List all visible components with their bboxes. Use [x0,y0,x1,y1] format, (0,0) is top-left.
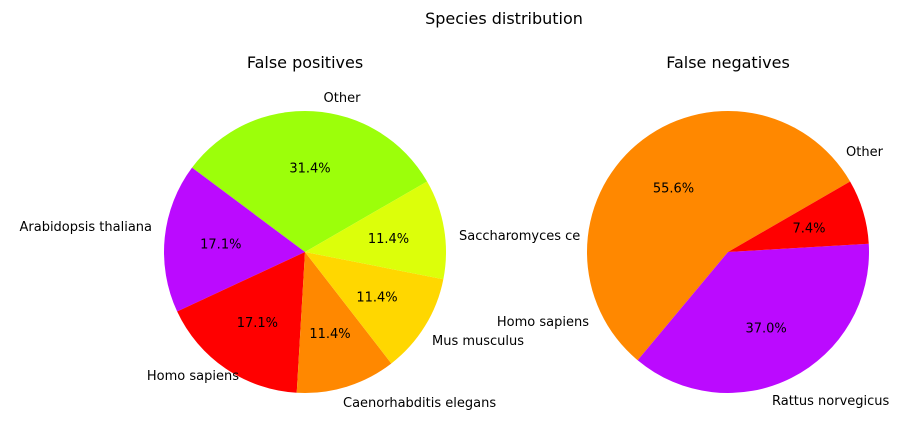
slice-label-other: Other [324,91,362,106]
slice-label-rattus-norvegicus: Rattus norvegicus [772,394,890,409]
slice-label-other: Other [846,145,884,160]
pct-label-mus-musculus: 11.4% [356,290,397,305]
slice-label-homo-sapiens: Homo sapiens [497,315,589,330]
pct-label-rattus-norvegicus: 7.4% [792,222,825,237]
slice-label-mus-musculus: Mus musculus [432,334,524,349]
pie-chart-false-negatives: False negatives 55.6% Other 37.0% Homo sapi… [497,53,890,409]
pie-slice-homo-sapiens [637,243,870,393]
pie-chart-false-positives: False positives 31.4% Other 17.1% Arabidops… [19,53,580,411]
pie-slice-caenorhabditis-elegans [296,252,392,394]
pct-label-other: 55.6% [653,181,694,196]
pie-slice-mus-musculus [305,252,444,364]
pct-label-other: 31.4% [289,162,330,177]
pie-false-negatives-slices: 55.6% Other 37.0% Homo sapiens 7.4% Rattus no… [497,110,890,409]
pct-label-homo-sapiens: 37.0% [745,322,786,337]
pie-false-positives-slices: 31.4% Other 17.1% Arabidopsis thaliana 17.1%… [19,91,580,411]
figure-title: Species distribution [425,9,583,28]
slice-label-saccharomyces-ce: Saccharomyces ce [459,229,580,244]
pie-slice-other [586,110,851,361]
chart-title-false-negatives: False negatives [666,53,790,72]
slice-label-homo-sapiens: Homo sapiens [147,369,239,384]
pct-label-caenorhabditis-elegans: 11.4% [309,327,350,342]
pie-slice-other [192,111,428,252]
slice-label-caenorhabditis-elegans: Caenorhabditis elegans [343,396,496,411]
pct-label-saccharomyces-ce: 11.4% [368,232,409,247]
pie-slice-rattus-norvegicus [728,181,869,252]
chart-title-false-positives: False positives [247,53,363,72]
pie-slice-saccharomyces-ce [305,181,446,280]
slice-label-arabidopsis-thaliana: Arabidopsis thaliana [19,220,152,235]
pie-slice-arabidopsis-thaliana [164,167,305,312]
pct-label-homo-sapiens: 17.1% [237,316,278,331]
pct-label-arabidopsis-thaliana: 17.1% [200,237,241,252]
pie-slice-homo-sapiens [177,252,305,393]
